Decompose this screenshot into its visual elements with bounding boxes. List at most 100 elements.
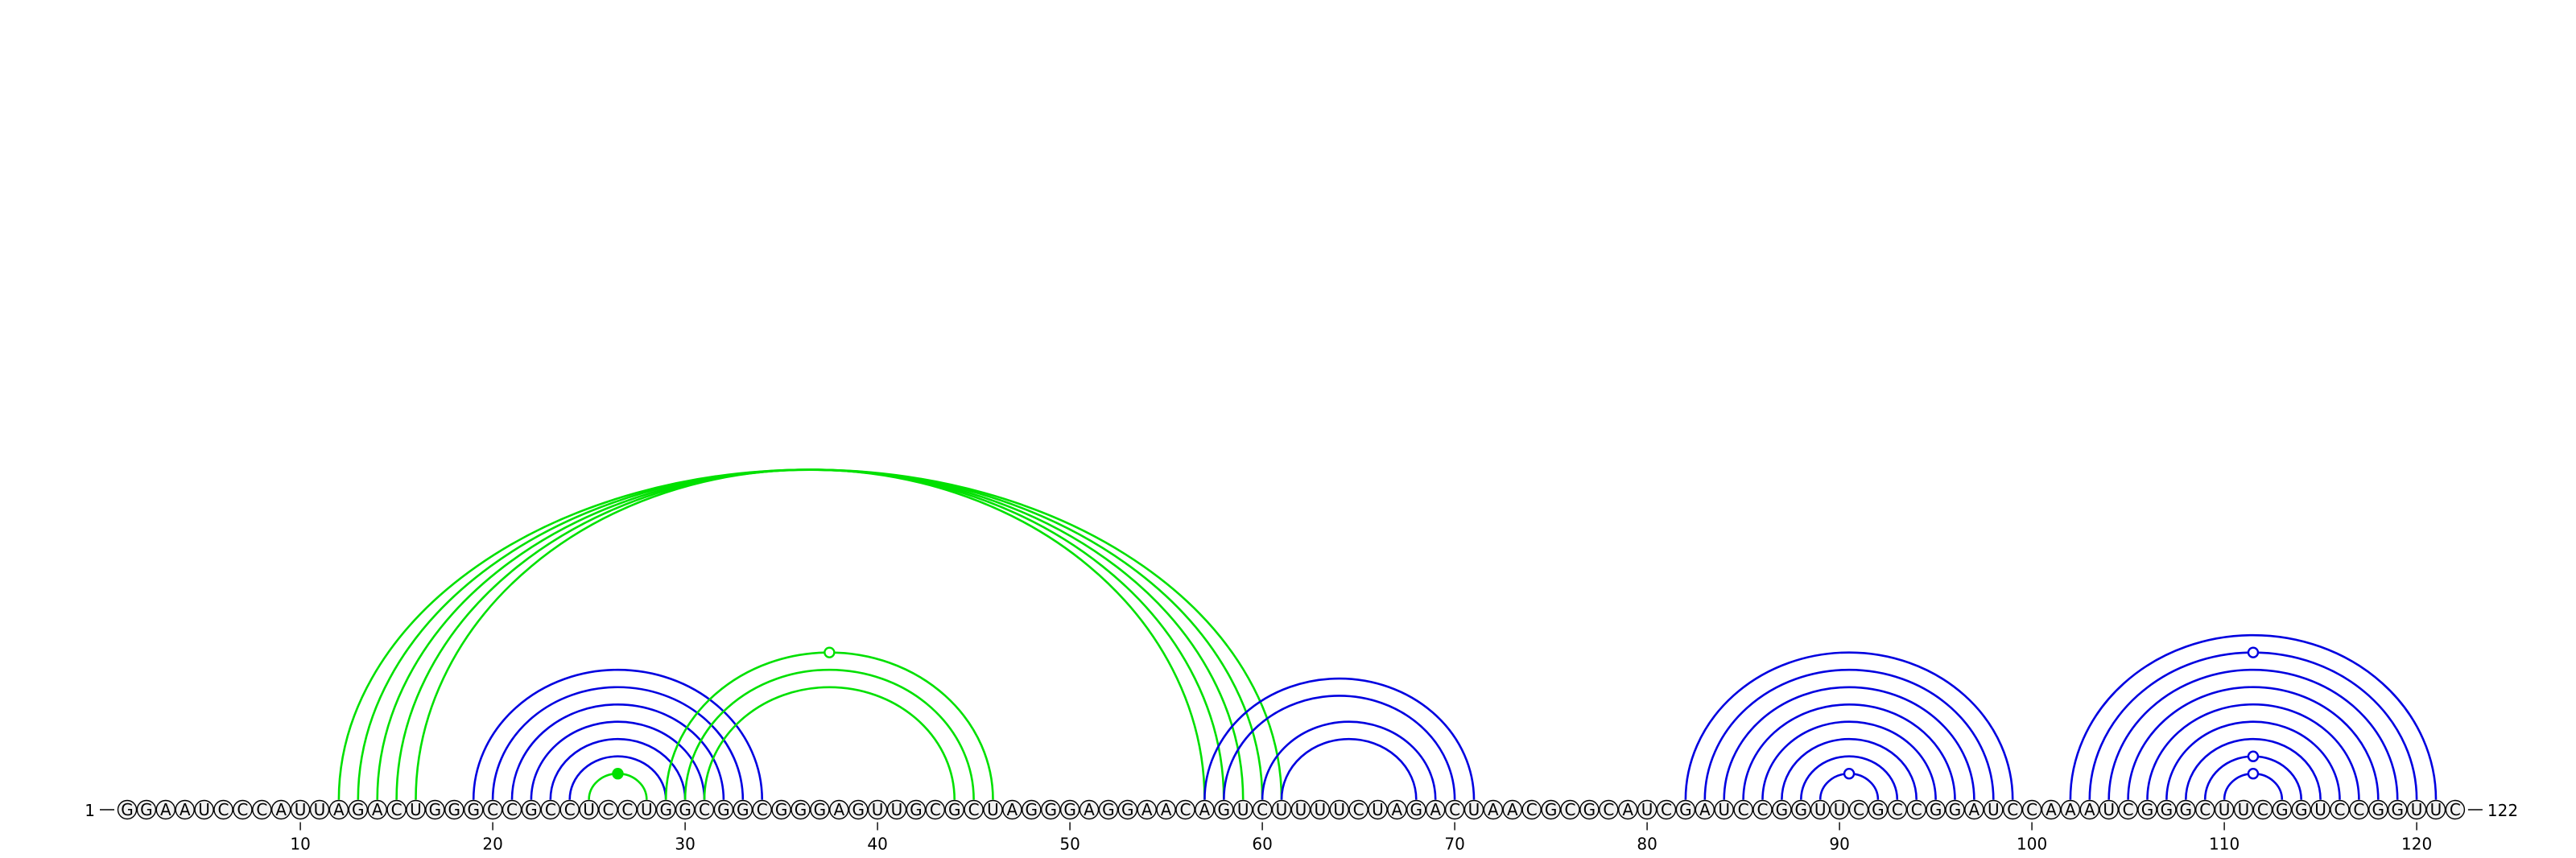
base-pair-arc	[2165, 720, 2341, 800]
nucleotide: G	[2176, 799, 2196, 820]
nucleotide: C	[2118, 799, 2138, 820]
nucleotide-circle	[1195, 799, 1215, 820]
nucleotide-letter: A	[1161, 800, 1172, 819]
base-pair-arc	[2146, 703, 2360, 800]
nucleotide-letter: G	[121, 800, 134, 819]
nucleotide-letter: A	[1392, 800, 1403, 819]
nucleotide-circle	[848, 799, 869, 820]
nucleotide-circle	[733, 799, 753, 820]
nucleotide: C	[502, 799, 522, 820]
nucleotide-circle	[1733, 799, 1753, 820]
nucleotide: G	[656, 799, 676, 820]
nucleotide-letter: G	[717, 800, 730, 819]
nucleotide: U	[2310, 799, 2330, 820]
nucleotide: U	[886, 799, 907, 820]
nucleotide: U	[2425, 799, 2446, 820]
nucleotide-letter: U	[2103, 800, 2115, 819]
nucleotide-letter: C	[1661, 800, 1672, 819]
base-pair-arc	[683, 668, 975, 800]
nucleotide-circle	[983, 799, 1003, 820]
nucleotide-circle	[559, 799, 580, 820]
nucleotide: C	[540, 799, 560, 820]
nucleotide: C	[2002, 799, 2023, 820]
nucleotide-circle	[906, 799, 927, 820]
nucleotide: U	[194, 799, 214, 820]
nucleotide-letter: U	[198, 800, 210, 819]
nucleotide-circle	[1887, 799, 1908, 820]
nucleotide: C	[1752, 799, 1773, 820]
nucleotide-circle	[1541, 799, 1561, 820]
nucleotide-circle	[1945, 799, 1965, 820]
nucleotide-letter: G	[1679, 800, 1692, 819]
nucleotide-circle	[1675, 799, 1696, 820]
base-pair-arc	[664, 651, 994, 800]
nucleotide-letter: C	[699, 800, 710, 819]
nucleotide-letter: A	[275, 800, 287, 819]
nucleotide: A	[1387, 799, 1407, 820]
nucleotide: A	[1156, 799, 1176, 820]
nucleotide: A	[271, 799, 291, 820]
nucleotide: C	[1348, 799, 1368, 820]
nucleotide: G	[1406, 799, 1426, 820]
nucleotide-circle	[944, 799, 964, 820]
nucleotide-letter: C	[1526, 800, 1538, 819]
nucleotide: A	[829, 799, 849, 820]
nucleotide-letter: C	[2123, 800, 2134, 819]
nucleotide-circle	[1695, 799, 1715, 820]
nucleotide-letter: C	[1449, 800, 1460, 819]
nucleotide: G	[1040, 799, 1061, 820]
end-index-label: 122	[2487, 801, 2518, 820]
nucleotide-circle	[309, 799, 330, 820]
nucleotide-circle	[771, 799, 791, 820]
tick-label: 90	[1829, 835, 1849, 854]
base-pair-arc	[1223, 695, 1456, 800]
nucleotide-letter: G	[1949, 800, 1962, 819]
nucleotide-letter: G	[659, 800, 672, 819]
nucleotide-circle	[194, 799, 214, 820]
nucleotide-circle	[2233, 799, 2254, 820]
start-index-label: 1	[85, 801, 95, 820]
nucleotide: A	[1483, 799, 1504, 820]
base-pair-arc	[1761, 720, 1937, 800]
nucleotide: G	[1541, 799, 1561, 820]
nucleotide-circle	[328, 799, 349, 820]
nucleotide-letter: C	[2353, 800, 2364, 819]
nucleotide-circle	[579, 799, 599, 820]
nucleotide: U	[1310, 799, 1331, 820]
nucleotide-letter: C	[1892, 800, 1903, 819]
nucleotide-circle	[1059, 799, 1080, 820]
nucleotide: C	[1599, 799, 1619, 820]
nucleotide: U	[1810, 799, 1831, 820]
tick-label: 40	[867, 835, 887, 854]
nucleotide-letter: A	[1488, 800, 1499, 819]
nucleotide-circle	[1906, 799, 1926, 820]
base-pair-arc	[2069, 633, 2438, 800]
nucleotide-circle	[2252, 799, 2273, 820]
nucleotide-letter: G	[1872, 800, 1885, 819]
nucleotide-letter: A	[1084, 800, 1095, 819]
tick-label: 80	[1637, 835, 1657, 854]
nucleotide: G	[348, 799, 368, 820]
nucleotide: U	[309, 799, 330, 820]
nucleotide: A	[2060, 799, 2081, 820]
nucleotide-letter: C	[757, 800, 768, 819]
nucleotide: G	[675, 799, 696, 820]
nucleotide-circle	[2157, 799, 2177, 820]
nucleotide: G	[713, 799, 734, 820]
nucleotide-circle	[1444, 799, 1465, 820]
nucleotide-circle	[406, 799, 426, 820]
nucleotide-letter: G	[140, 800, 153, 819]
nucleotide-circle	[1002, 799, 1022, 820]
nucleotide: A	[1695, 799, 1715, 820]
nucleotide: U	[1984, 799, 2004, 820]
nucleotide: U	[2214, 799, 2235, 820]
nucleotide-circle	[2118, 799, 2138, 820]
nucleotide-circle	[1752, 799, 1773, 820]
nucleotide: C	[1733, 799, 1753, 820]
nucleotide-letter: C	[1603, 800, 1614, 819]
nucleotide-letter: A	[2084, 800, 2095, 819]
nucleotide-circle	[1425, 799, 1446, 820]
nucleotide-letter: U	[2238, 800, 2250, 819]
nucleotide-circle	[1502, 799, 1523, 820]
nucleotide: U	[1368, 799, 1388, 820]
